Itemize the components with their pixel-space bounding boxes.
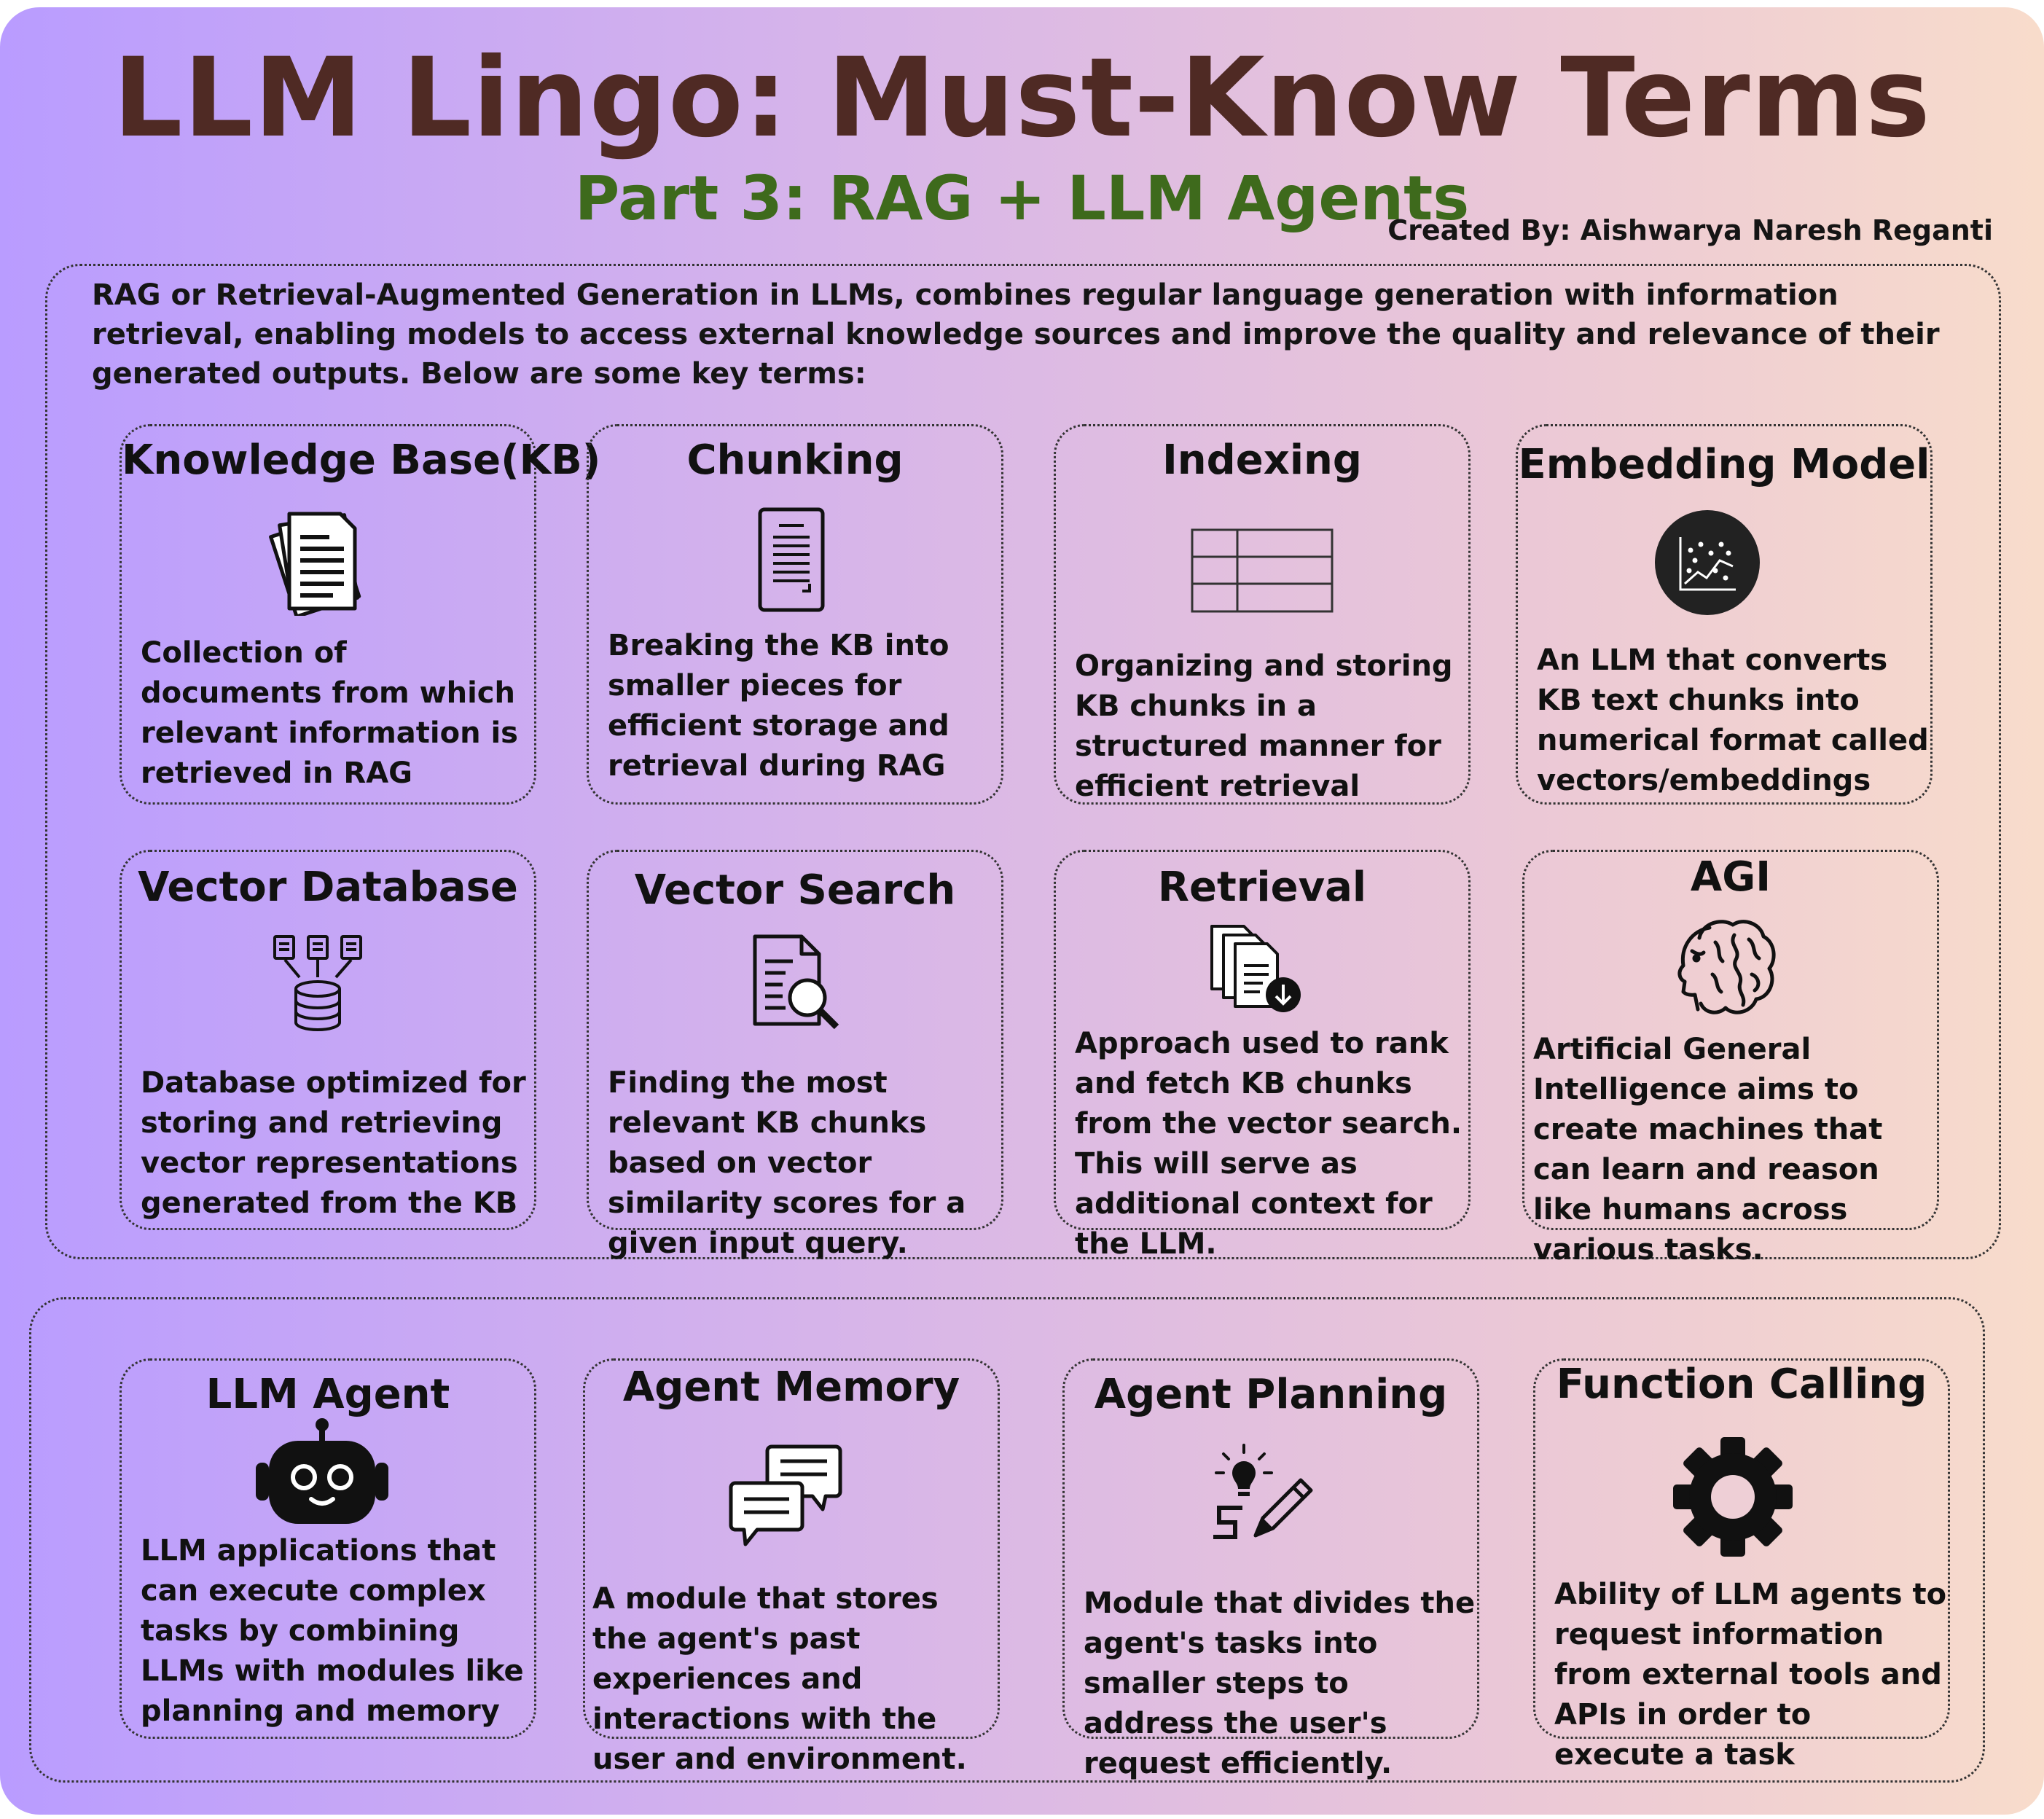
table-grid-icon	[1189, 527, 1335, 614]
chat-bubbles-icon	[728, 1442, 845, 1552]
card-embedding-model: Embedding Model An LLM that converts KB …	[1516, 424, 1933, 805]
card-title: Indexing	[1162, 437, 1363, 484]
document-lines-icon	[751, 505, 831, 614]
card-description: Collection of documents from which relev…	[141, 636, 518, 790]
card-description: Organizing and storing KB chunks in a st…	[1075, 649, 1453, 803]
documents-stack-icon	[260, 506, 377, 616]
card-title: Chunking	[686, 437, 904, 484]
card-description: Finding the most relevant KB chunks base…	[608, 1066, 966, 1260]
documents-download-icon	[1207, 922, 1309, 1017]
card-title: Agent Memory	[622, 1364, 960, 1411]
card-description: LLM applications that can execute comple…	[141, 1534, 524, 1728]
card-agi: AGI Artificial General Intelligence aims…	[1522, 850, 1939, 1267]
card-function-calling: Function Calling	[1533, 1358, 1950, 1772]
card-description: Module that divides the agent's tasks in…	[1084, 1587, 1476, 1780]
card-vector-database: Vector Database Database optimize	[120, 850, 536, 1230]
page-subtitle: Part 3: RAG + LLM Agents	[574, 163, 1470, 234]
card-description: A module that stores the agent's past ex…	[592, 1582, 967, 1776]
agent-section	[29, 1297, 1985, 1783]
scatter-plot-icon	[1653, 508, 1762, 617]
card-chunking: Chunking Breaking the KB into smaller pi…	[587, 424, 1003, 805]
page-title: LLM Lingo: Must-Know Terms	[113, 35, 1931, 162]
card-description: Ability of LLM agents to request informa…	[1554, 1578, 1947, 1772]
card-description: Artificial General Intelligence aims to …	[1533, 1033, 1883, 1267]
robot-icon	[253, 1417, 391, 1527]
card-llm-agent: LLM Agent LLM applications that can exec…	[120, 1358, 536, 1739]
card-description: An LLM that converts KB text chunks into…	[1537, 644, 1929, 797]
brain-head-icon	[1670, 913, 1779, 1022]
card-title: Agent Planning	[1094, 1371, 1448, 1418]
card-description: Approach used to rank and fetch KB chunk…	[1075, 1027, 1462, 1261]
idea-pencil-icon	[1207, 1442, 1324, 1552]
card-title: Retrieval	[1157, 864, 1367, 911]
card-vector-search: Vector Search Finding the most relevant …	[587, 850, 1003, 1260]
rag-section	[45, 264, 2001, 1259]
card-knowledge-base: Knowledge Base(KB) Collection of docu	[120, 424, 601, 805]
card-title: AGI	[1690, 853, 1771, 901]
card-title: Knowledge Base(KB)	[122, 437, 601, 484]
creator-credit: Created By: Aishwarya Naresh Reganti	[1387, 214, 1993, 246]
database-icon	[270, 932, 365, 1034]
card-title: Function Calling	[1556, 1361, 1927, 1408]
card-description: Breaking the KB into smaller pieces for …	[608, 629, 949, 783]
card-retrieval: Retrieval	[1054, 850, 1471, 1261]
card-agent-planning: Agent Planning	[1062, 1358, 1479, 1780]
infographic-page: LLM Lingo: Must-Know Terms Part 3: RAG +…	[0, 7, 2044, 1815]
document-search-icon	[749, 932, 844, 1034]
card-agent-memory: Agent Memory A module that stores the ag…	[583, 1358, 1000, 1776]
card-description: Database optimized for storing and retri…	[141, 1066, 526, 1220]
rag-intro-text: RAG or Retrieval-Augmented Generation in…	[92, 278, 1940, 391]
card-title: LLM Agent	[205, 1371, 450, 1418]
card-title: Vector Database	[138, 864, 518, 911]
card-indexing: Indexing Organizing and storing KB chunk…	[1054, 424, 1471, 805]
card-title: Vector Search	[634, 867, 956, 914]
gear-icon	[1671, 1435, 1795, 1559]
card-title: Embedding Model	[1518, 441, 1930, 488]
